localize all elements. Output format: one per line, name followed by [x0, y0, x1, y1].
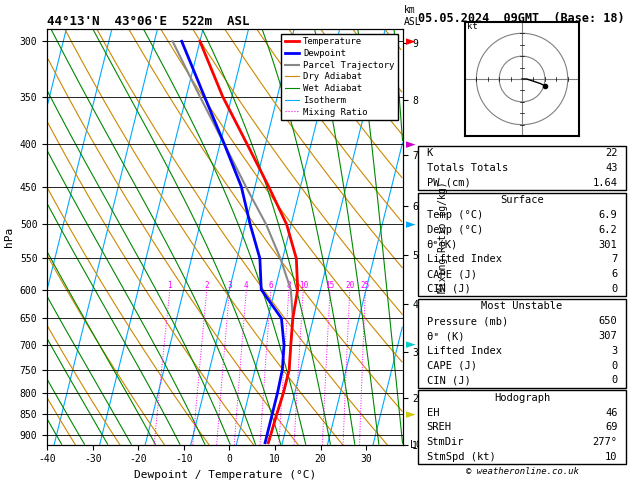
Text: Pressure (mb): Pressure (mb) [426, 316, 508, 326]
Text: © weatheronline.co.uk: © weatheronline.co.uk [465, 467, 579, 476]
Text: PW (cm): PW (cm) [426, 178, 470, 188]
Text: 44°13'N  43°06'E  522m  ASL: 44°13'N 43°06'E 522m ASL [47, 15, 250, 28]
Text: Surface: Surface [500, 195, 544, 205]
Text: km
ASL: km ASL [404, 5, 421, 27]
Text: EH: EH [426, 408, 439, 417]
Text: Temp (°C): Temp (°C) [426, 210, 483, 220]
Text: Mixing Ratio (g/kg): Mixing Ratio (g/kg) [438, 181, 448, 293]
Text: 8: 8 [287, 280, 291, 290]
Text: Totals Totals: Totals Totals [426, 163, 508, 173]
Text: 22: 22 [605, 148, 618, 158]
Text: 0: 0 [611, 375, 618, 385]
Text: ►: ► [406, 408, 415, 421]
Text: CIN (J): CIN (J) [426, 284, 470, 294]
Legend: Temperature, Dewpoint, Parcel Trajectory, Dry Adiabat, Wet Adiabat, Isotherm, Mi: Temperature, Dewpoint, Parcel Trajectory… [281, 34, 398, 120]
Text: StmDir: StmDir [426, 437, 464, 447]
Text: 6: 6 [611, 269, 618, 279]
Text: 301: 301 [599, 240, 618, 250]
Text: 10: 10 [299, 280, 308, 290]
Text: θᵉ(K): θᵉ(K) [426, 240, 458, 250]
Text: CAPE (J): CAPE (J) [426, 269, 477, 279]
Text: CIN (J): CIN (J) [426, 375, 470, 385]
Text: 05.05.2024  09GMT  (Base: 18): 05.05.2024 09GMT (Base: 18) [418, 12, 625, 25]
Text: 307: 307 [599, 331, 618, 341]
Text: 3: 3 [227, 280, 232, 290]
Text: Lifted Index: Lifted Index [426, 254, 501, 264]
Text: 15: 15 [326, 280, 335, 290]
Text: 7: 7 [611, 254, 618, 264]
Text: Lifted Index: Lifted Index [426, 346, 501, 356]
Y-axis label: hPa: hPa [4, 227, 14, 247]
Text: 1: 1 [167, 280, 172, 290]
Text: 0: 0 [611, 361, 618, 371]
Text: 69: 69 [605, 422, 618, 433]
Text: Hodograph: Hodograph [494, 393, 550, 403]
Text: 6: 6 [269, 280, 273, 290]
Text: 6.9: 6.9 [599, 210, 618, 220]
Bar [418, 299, 626, 388]
Text: 2: 2 [204, 280, 209, 290]
Text: 10: 10 [605, 452, 618, 462]
Text: 43: 43 [605, 163, 618, 173]
Text: 46: 46 [605, 408, 618, 417]
Text: StmSpd (kt): StmSpd (kt) [426, 452, 496, 462]
Bar [418, 390, 626, 465]
Text: 4: 4 [244, 280, 248, 290]
Text: Most Unstable: Most Unstable [481, 301, 563, 312]
Text: 6.2: 6.2 [599, 225, 618, 235]
Text: ►: ► [406, 218, 415, 231]
Text: 20: 20 [345, 280, 355, 290]
Text: 25: 25 [361, 280, 370, 290]
Text: ►: ► [406, 338, 415, 351]
Text: ►: ► [406, 138, 415, 151]
Bar [418, 193, 626, 296]
Text: 277°: 277° [593, 437, 618, 447]
Bar [418, 146, 626, 190]
Text: 3: 3 [611, 346, 618, 356]
Text: θᵉ (K): θᵉ (K) [426, 331, 464, 341]
Text: LCL: LCL [409, 440, 427, 450]
Text: 650: 650 [599, 316, 618, 326]
Text: kt: kt [467, 22, 478, 31]
Text: SREH: SREH [426, 422, 452, 433]
X-axis label: Dewpoint / Temperature (°C): Dewpoint / Temperature (°C) [134, 470, 316, 480]
Text: ►: ► [406, 35, 415, 48]
Text: Dewp (°C): Dewp (°C) [426, 225, 483, 235]
Text: 0: 0 [611, 284, 618, 294]
Text: 1.64: 1.64 [593, 178, 618, 188]
Text: K: K [426, 148, 433, 158]
Text: CAPE (J): CAPE (J) [426, 361, 477, 371]
